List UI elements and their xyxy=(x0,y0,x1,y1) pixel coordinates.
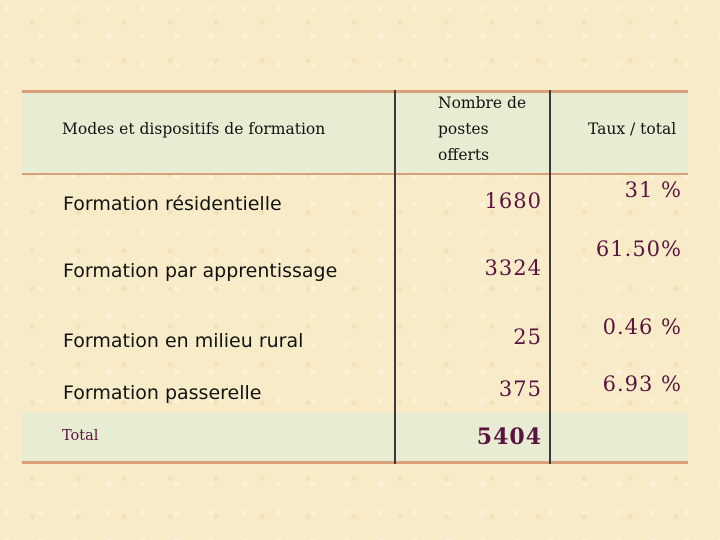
row-taux: 6.93 % xyxy=(602,372,682,396)
table-header-band xyxy=(22,90,688,174)
training-places-table: Modes et dispositifs de formation Nombre… xyxy=(22,90,688,464)
total-label: Total xyxy=(62,428,99,444)
table-bottom-rule xyxy=(22,461,688,464)
column-divider-2 xyxy=(549,90,551,464)
row-postes: 25 xyxy=(513,325,542,349)
header-postes: Nombre de postes offerts xyxy=(438,90,548,168)
header-taux: Taux / total xyxy=(588,120,677,138)
row-postes: 375 xyxy=(498,377,542,401)
header-postes-line-3: offerts xyxy=(438,146,490,164)
row-postes: 1680 xyxy=(484,189,542,213)
row-label: Formation résidentielle xyxy=(63,193,282,215)
column-divider-1 xyxy=(394,90,396,464)
table-header-rule xyxy=(22,173,688,175)
row-taux: 61.50% xyxy=(595,237,682,261)
header-postes-line-1: Nombre de xyxy=(438,94,527,112)
row-label: Formation en milieu rural xyxy=(63,330,304,352)
header-postes-line-2: postes xyxy=(438,120,489,138)
row-postes: 3324 xyxy=(484,256,542,280)
total-postes: 5404 xyxy=(476,424,542,450)
table-total-band xyxy=(22,413,688,462)
row-taux: 0.46 % xyxy=(602,315,682,339)
header-modes: Modes et dispositifs de formation xyxy=(62,120,326,138)
table-top-rule xyxy=(22,90,688,93)
slide-title xyxy=(0,0,720,88)
row-label: Formation passerelle xyxy=(63,382,262,404)
row-label: Formation par apprentissage xyxy=(63,260,338,282)
row-taux: 31 % xyxy=(624,178,682,202)
